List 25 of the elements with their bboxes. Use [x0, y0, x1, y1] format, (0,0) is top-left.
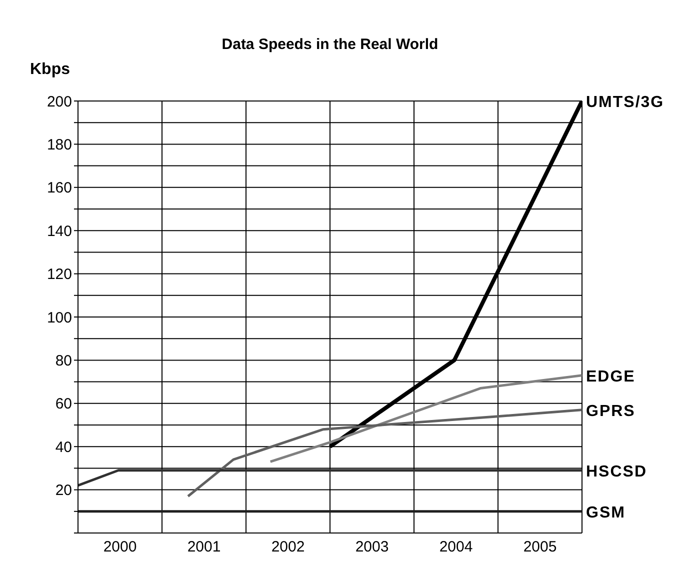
y-tick-label: 200	[46, 93, 72, 110]
x-tick-label: 2005	[523, 538, 557, 556]
y-tick-label: 60	[55, 396, 72, 413]
series-label: GPRS	[586, 402, 636, 420]
series-label: HSCSD	[586, 463, 648, 480]
y-axis-title: Kbps	[30, 61, 70, 79]
series-label: UMTS/3G	[586, 94, 664, 111]
y-tick-label: 20	[55, 482, 72, 500]
y-tick-label: 100	[46, 309, 72, 326]
series-label: EDGE	[586, 368, 636, 386]
x-tick-label: 2000	[103, 538, 137, 556]
line-series	[269, 374, 582, 463]
y-tick-label: 160	[46, 180, 72, 197]
series-label: GSM	[586, 504, 626, 522]
y-tick-label: 180	[46, 136, 72, 154]
y-tick-label: 80	[55, 352, 72, 370]
chart-title: Data Speeds in the Real World	[220, 36, 440, 53]
x-tick-label: 2004	[439, 538, 473, 556]
y-tick-label: 120	[46, 266, 72, 284]
x-tick-label: 2002	[271, 538, 305, 556]
y-tick-label: 40	[55, 438, 72, 456]
x-tick-label: 2001	[187, 538, 221, 556]
y-tick-label: 140	[46, 222, 72, 240]
line-series	[186, 408, 582, 498]
x-tick-label: 2003	[355, 538, 389, 556]
